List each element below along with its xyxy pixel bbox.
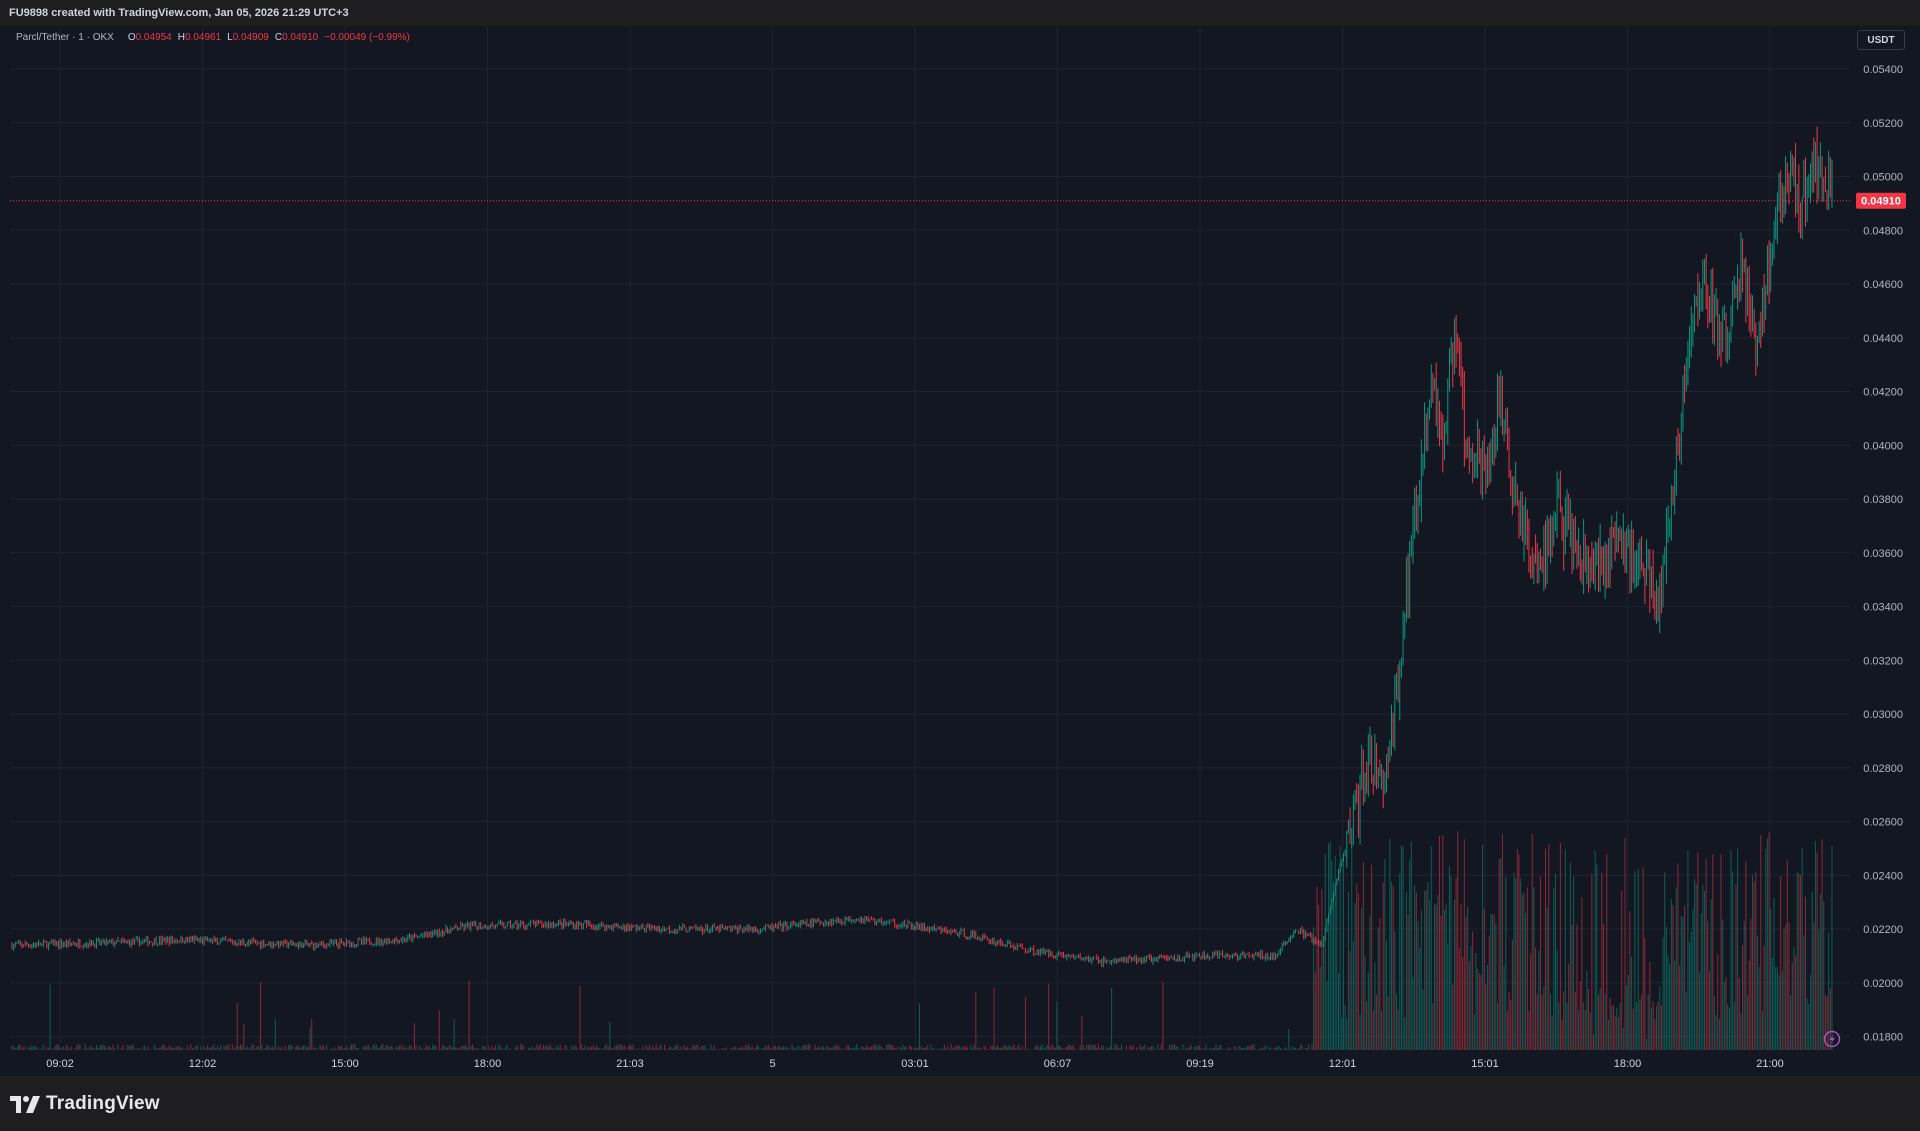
tradingview-brand[interactable]: TradingView	[10, 1092, 160, 1116]
time-tick-label: 21:00	[1756, 1058, 1784, 1070]
price-tick-label: 0.02400	[1863, 870, 1903, 882]
price-tick-label: 0.02600	[1863, 817, 1903, 829]
time-tick-label: 09:02	[46, 1058, 74, 1070]
time-axis: 09:02 12:02 15:00 18:00 21:03 5 03:01 06:07 09:1…	[46, 1058, 1784, 1070]
open-value: 0.04954	[135, 32, 172, 43]
created-with-credit: FU9898 created with TradingView.com, Jan…	[9, 7, 349, 19]
tradingview-wordmark: TradingView	[46, 1093, 160, 1114]
top-bar: FU9898 created with TradingView.com, Jan…	[0, 0, 1920, 26]
change-value: −0.00049 (−0.99%)	[324, 32, 410, 43]
price-tick-label: 0.02000	[1863, 978, 1903, 990]
time-tick-label: 15:00	[331, 1058, 359, 1070]
time-tick-label: 12:01	[1329, 1058, 1357, 1070]
time-tick-label: 18:00	[474, 1058, 502, 1070]
candlesticks	[11, 126, 1833, 968]
price-tick-label: 0.04400	[1863, 333, 1903, 345]
price-tick-label: 0.05000	[1863, 172, 1903, 184]
close-label: C	[274, 32, 283, 43]
time-tick-label: 09:19	[1186, 1058, 1214, 1070]
low-label: L	[227, 32, 233, 43]
volume-bars	[11, 831, 1833, 1050]
price-tick-label: 0.02800	[1863, 763, 1903, 775]
svg-text:0.04910: 0.04910	[1861, 196, 1901, 208]
footer-bar	[0, 1076, 1920, 1131]
high-label: H	[177, 32, 185, 43]
low-value: 0.04909	[232, 32, 269, 43]
time-tick-label: 21:03	[616, 1058, 644, 1070]
time-tick-label: 06:07	[1044, 1058, 1072, 1070]
price-axis: 0.05400 0.05200 0.05000 0.04800 0.04600 0.044…	[1863, 64, 1903, 1044]
tradingview-logo-icon	[10, 1095, 40, 1113]
price-tick-label: 0.03000	[1863, 709, 1903, 721]
price-tick-label: 0.03200	[1863, 655, 1903, 667]
time-tick-label: 18:00	[1614, 1058, 1642, 1070]
price-tick-label: 0.02200	[1863, 924, 1903, 936]
time-tick-label: 5	[769, 1058, 775, 1070]
price-tick-label: 0.03600	[1863, 548, 1903, 560]
currency-unit-button[interactable]: USDT	[1857, 30, 1905, 50]
replay-icon[interactable]	[1823, 1030, 1841, 1048]
time-tick-label: 15:01	[1471, 1058, 1499, 1070]
open-label: O	[127, 32, 136, 43]
close-value: 0.04910	[282, 32, 319, 43]
symbol-legend: Parcl/Tether · 1 · OKX O 0.04954 H 0.04961…	[16, 32, 410, 43]
symbol-name[interactable]: Parcl/Tether · 1 · OKX	[16, 32, 114, 43]
price-tick-label: 0.04200	[1863, 387, 1903, 399]
price-tick-label: 0.04800	[1863, 225, 1903, 237]
chart-grid	[10, 26, 1850, 1050]
price-tick-label: 0.01800	[1863, 1032, 1903, 1044]
price-tick-label: 0.05400	[1863, 64, 1903, 76]
time-tick-label: 03:01	[901, 1058, 929, 1070]
price-tick-label: 0.04000	[1863, 440, 1903, 452]
high-value: 0.04961	[184, 32, 222, 43]
last-price-label: 0.04910	[1856, 192, 1906, 209]
price-tick-label: 0.03800	[1863, 494, 1903, 506]
price-tick-label: 0.03400	[1863, 602, 1903, 614]
price-tick-label: 0.04600	[1863, 279, 1903, 291]
price-tick-label: 0.05200	[1863, 118, 1903, 130]
time-tick-label: 12:02	[189, 1058, 217, 1070]
